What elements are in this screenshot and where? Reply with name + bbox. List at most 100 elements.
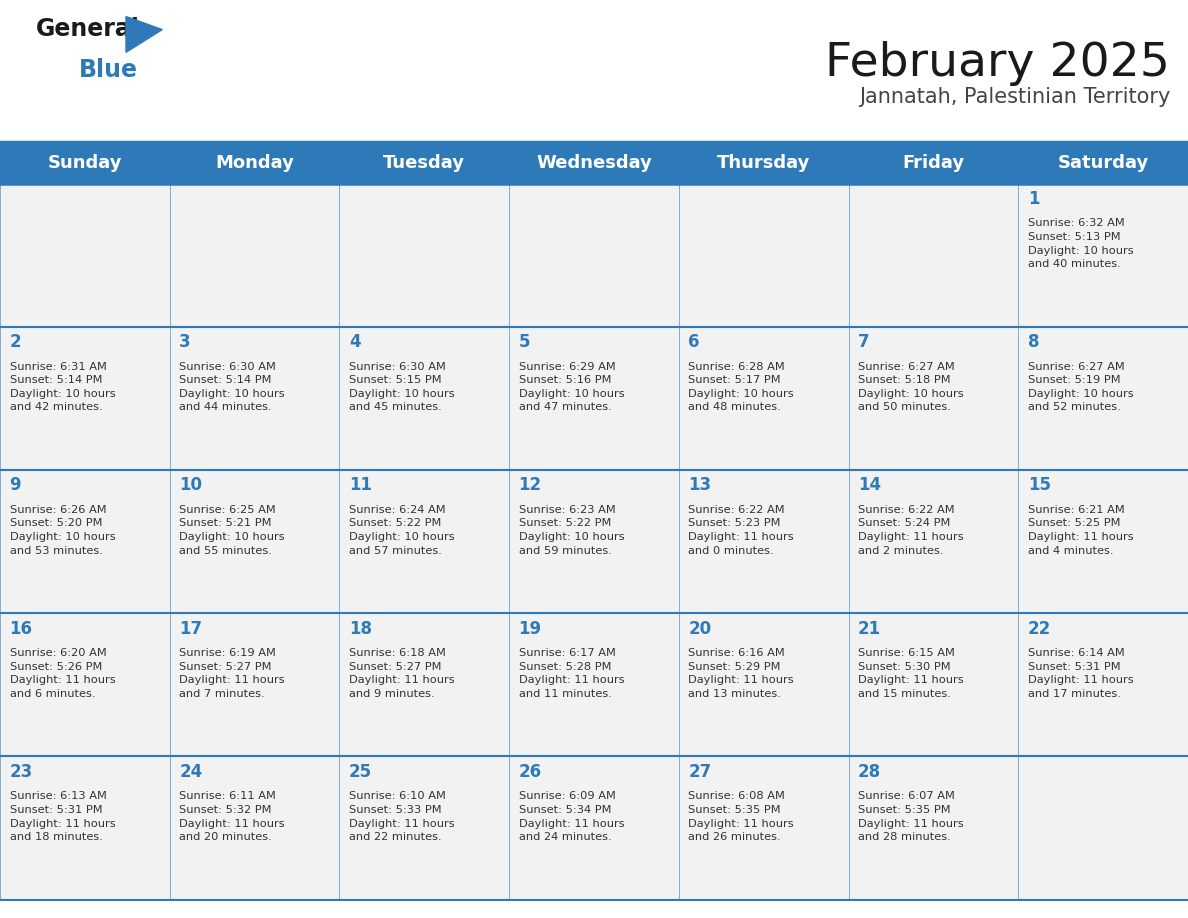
Bar — [848, 613, 1018, 756]
Bar — [0, 142, 1188, 184]
Text: 2: 2 — [10, 333, 21, 352]
Text: 22: 22 — [1028, 620, 1051, 638]
Bar — [848, 756, 1018, 900]
Text: Friday: Friday — [903, 154, 965, 172]
Text: Sunrise: 6:18 AM
Sunset: 5:27 PM
Daylight: 11 hours
and 9 minutes.: Sunrise: 6:18 AM Sunset: 5:27 PM Dayligh… — [349, 648, 455, 699]
Text: Sunrise: 6:13 AM
Sunset: 5:31 PM
Daylight: 11 hours
and 18 minutes.: Sunrise: 6:13 AM Sunset: 5:31 PM Dayligh… — [10, 791, 115, 842]
Bar — [1018, 613, 1188, 756]
Text: Sunrise: 6:15 AM
Sunset: 5:30 PM
Daylight: 11 hours
and 15 minutes.: Sunrise: 6:15 AM Sunset: 5:30 PM Dayligh… — [858, 648, 963, 699]
Text: Sunrise: 6:32 AM
Sunset: 5:13 PM
Daylight: 10 hours
and 40 minutes.: Sunrise: 6:32 AM Sunset: 5:13 PM Dayligh… — [1028, 218, 1133, 269]
Text: Monday: Monday — [215, 154, 293, 172]
Text: Sunrise: 6:20 AM
Sunset: 5:26 PM
Daylight: 11 hours
and 6 minutes.: Sunrise: 6:20 AM Sunset: 5:26 PM Dayligh… — [10, 648, 115, 699]
Text: 21: 21 — [858, 620, 881, 638]
Text: 27: 27 — [688, 763, 712, 781]
Text: 19: 19 — [519, 620, 542, 638]
Text: 18: 18 — [349, 620, 372, 638]
Text: 11: 11 — [349, 476, 372, 495]
Text: 14: 14 — [858, 476, 881, 495]
Text: Thursday: Thursday — [718, 154, 810, 172]
Text: 26: 26 — [519, 763, 542, 781]
Text: Sunrise: 6:17 AM
Sunset: 5:28 PM
Daylight: 11 hours
and 11 minutes.: Sunrise: 6:17 AM Sunset: 5:28 PM Dayligh… — [519, 648, 624, 699]
Text: Sunrise: 6:23 AM
Sunset: 5:22 PM
Daylight: 10 hours
and 59 minutes.: Sunrise: 6:23 AM Sunset: 5:22 PM Dayligh… — [519, 505, 624, 555]
Text: 1: 1 — [1028, 190, 1040, 208]
Text: 15: 15 — [1028, 476, 1051, 495]
Text: Sunrise: 6:16 AM
Sunset: 5:29 PM
Daylight: 11 hours
and 13 minutes.: Sunrise: 6:16 AM Sunset: 5:29 PM Dayligh… — [688, 648, 794, 699]
Bar — [0, 184, 170, 327]
Text: Sunrise: 6:09 AM
Sunset: 5:34 PM
Daylight: 11 hours
and 24 minutes.: Sunrise: 6:09 AM Sunset: 5:34 PM Dayligh… — [519, 791, 624, 842]
Bar — [170, 756, 340, 900]
Text: 28: 28 — [858, 763, 881, 781]
Text: 13: 13 — [688, 476, 712, 495]
Bar — [678, 184, 848, 327]
Text: Sunrise: 6:30 AM
Sunset: 5:15 PM
Daylight: 10 hours
and 45 minutes.: Sunrise: 6:30 AM Sunset: 5:15 PM Dayligh… — [349, 362, 455, 412]
Bar — [510, 184, 678, 327]
Bar — [340, 184, 510, 327]
Text: Wednesday: Wednesday — [536, 154, 652, 172]
Text: Saturday: Saturday — [1057, 154, 1149, 172]
Text: Sunrise: 6:22 AM
Sunset: 5:24 PM
Daylight: 11 hours
and 2 minutes.: Sunrise: 6:22 AM Sunset: 5:24 PM Dayligh… — [858, 505, 963, 555]
Text: Sunrise: 6:31 AM
Sunset: 5:14 PM
Daylight: 10 hours
and 42 minutes.: Sunrise: 6:31 AM Sunset: 5:14 PM Dayligh… — [10, 362, 115, 412]
Polygon shape — [126, 17, 163, 52]
Text: Sunrise: 6:26 AM
Sunset: 5:20 PM
Daylight: 10 hours
and 53 minutes.: Sunrise: 6:26 AM Sunset: 5:20 PM Dayligh… — [10, 505, 115, 555]
Text: Jannatah, Palestinian Territory: Jannatah, Palestinian Territory — [859, 87, 1170, 107]
Bar — [340, 470, 510, 613]
Text: 20: 20 — [688, 620, 712, 638]
Text: 16: 16 — [10, 620, 32, 638]
Bar — [340, 756, 510, 900]
Bar — [510, 327, 678, 470]
Text: 6: 6 — [688, 333, 700, 352]
Text: 25: 25 — [349, 763, 372, 781]
Text: Sunrise: 6:11 AM
Sunset: 5:32 PM
Daylight: 11 hours
and 20 minutes.: Sunrise: 6:11 AM Sunset: 5:32 PM Dayligh… — [179, 791, 285, 842]
Bar — [0, 756, 170, 900]
Bar — [510, 470, 678, 613]
Text: General: General — [36, 17, 139, 40]
Bar — [848, 184, 1018, 327]
Text: Sunrise: 6:22 AM
Sunset: 5:23 PM
Daylight: 11 hours
and 0 minutes.: Sunrise: 6:22 AM Sunset: 5:23 PM Dayligh… — [688, 505, 794, 555]
Text: 5: 5 — [519, 333, 530, 352]
Bar — [170, 613, 340, 756]
Bar — [1018, 184, 1188, 327]
Bar — [0, 327, 170, 470]
Text: 17: 17 — [179, 620, 202, 638]
Text: 4: 4 — [349, 333, 360, 352]
Text: Sunrise: 6:14 AM
Sunset: 5:31 PM
Daylight: 11 hours
and 17 minutes.: Sunrise: 6:14 AM Sunset: 5:31 PM Dayligh… — [1028, 648, 1133, 699]
Text: Tuesday: Tuesday — [384, 154, 466, 172]
Text: 23: 23 — [10, 763, 33, 781]
Text: Sunrise: 6:27 AM
Sunset: 5:19 PM
Daylight: 10 hours
and 52 minutes.: Sunrise: 6:27 AM Sunset: 5:19 PM Dayligh… — [1028, 362, 1133, 412]
Text: Sunrise: 6:10 AM
Sunset: 5:33 PM
Daylight: 11 hours
and 22 minutes.: Sunrise: 6:10 AM Sunset: 5:33 PM Dayligh… — [349, 791, 455, 842]
Text: Sunrise: 6:19 AM
Sunset: 5:27 PM
Daylight: 11 hours
and 7 minutes.: Sunrise: 6:19 AM Sunset: 5:27 PM Dayligh… — [179, 648, 285, 699]
Bar — [1018, 327, 1188, 470]
Text: Sunrise: 6:25 AM
Sunset: 5:21 PM
Daylight: 10 hours
and 55 minutes.: Sunrise: 6:25 AM Sunset: 5:21 PM Dayligh… — [179, 505, 285, 555]
Text: February 2025: February 2025 — [826, 41, 1170, 86]
Bar — [678, 327, 848, 470]
Bar — [170, 184, 340, 327]
Text: Blue: Blue — [78, 58, 138, 82]
Bar — [340, 327, 510, 470]
Bar — [0, 613, 170, 756]
Text: 10: 10 — [179, 476, 202, 495]
Bar — [170, 470, 340, 613]
Text: 8: 8 — [1028, 333, 1040, 352]
Text: Sunrise: 6:29 AM
Sunset: 5:16 PM
Daylight: 10 hours
and 47 minutes.: Sunrise: 6:29 AM Sunset: 5:16 PM Dayligh… — [519, 362, 624, 412]
Text: Sunrise: 6:27 AM
Sunset: 5:18 PM
Daylight: 10 hours
and 50 minutes.: Sunrise: 6:27 AM Sunset: 5:18 PM Dayligh… — [858, 362, 963, 412]
Bar — [1018, 756, 1188, 900]
Text: 7: 7 — [858, 333, 870, 352]
Text: Sunrise: 6:08 AM
Sunset: 5:35 PM
Daylight: 11 hours
and 26 minutes.: Sunrise: 6:08 AM Sunset: 5:35 PM Dayligh… — [688, 791, 794, 842]
Text: 9: 9 — [10, 476, 21, 495]
Bar — [1018, 470, 1188, 613]
Bar — [340, 613, 510, 756]
Bar — [678, 613, 848, 756]
Bar — [848, 327, 1018, 470]
Bar — [678, 756, 848, 900]
Text: Sunrise: 6:28 AM
Sunset: 5:17 PM
Daylight: 10 hours
and 48 minutes.: Sunrise: 6:28 AM Sunset: 5:17 PM Dayligh… — [688, 362, 794, 412]
Bar — [510, 613, 678, 756]
Text: Sunrise: 6:24 AM
Sunset: 5:22 PM
Daylight: 10 hours
and 57 minutes.: Sunrise: 6:24 AM Sunset: 5:22 PM Dayligh… — [349, 505, 455, 555]
Text: 3: 3 — [179, 333, 191, 352]
Text: Sunrise: 6:30 AM
Sunset: 5:14 PM
Daylight: 10 hours
and 44 minutes.: Sunrise: 6:30 AM Sunset: 5:14 PM Dayligh… — [179, 362, 285, 412]
Bar — [848, 470, 1018, 613]
Bar — [510, 756, 678, 900]
Text: Sunrise: 6:07 AM
Sunset: 5:35 PM
Daylight: 11 hours
and 28 minutes.: Sunrise: 6:07 AM Sunset: 5:35 PM Dayligh… — [858, 791, 963, 842]
Bar — [170, 327, 340, 470]
Text: Sunday: Sunday — [48, 154, 122, 172]
Text: 24: 24 — [179, 763, 202, 781]
